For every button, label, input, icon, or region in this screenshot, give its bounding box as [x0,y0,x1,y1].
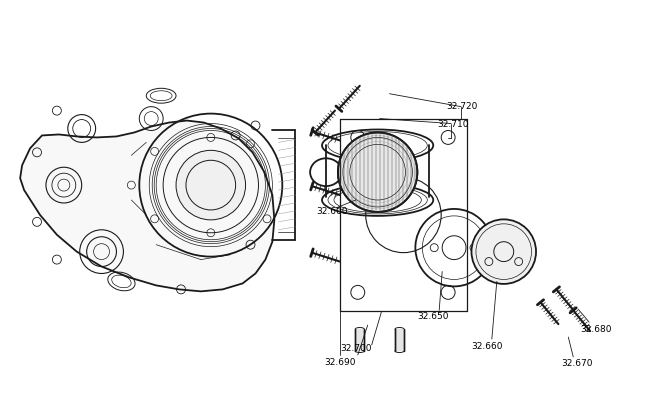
Text: 32.690: 32.690 [324,358,355,367]
Text: 32.600: 32.600 [316,208,348,216]
Polygon shape [355,329,364,351]
Polygon shape [395,329,404,351]
Circle shape [176,150,245,220]
Text: 32.720: 32.720 [446,102,478,111]
Text: 32.650: 32.650 [417,312,449,321]
Text: 32.700: 32.700 [340,344,372,354]
Text: 32.670: 32.670 [561,359,593,368]
Polygon shape [20,120,274,291]
Text: 32.710: 32.710 [437,120,469,129]
Circle shape [338,132,417,212]
Text: 32.680: 32.680 [580,324,612,334]
Text: 32.660: 32.660 [471,342,503,352]
Ellipse shape [471,219,536,284]
